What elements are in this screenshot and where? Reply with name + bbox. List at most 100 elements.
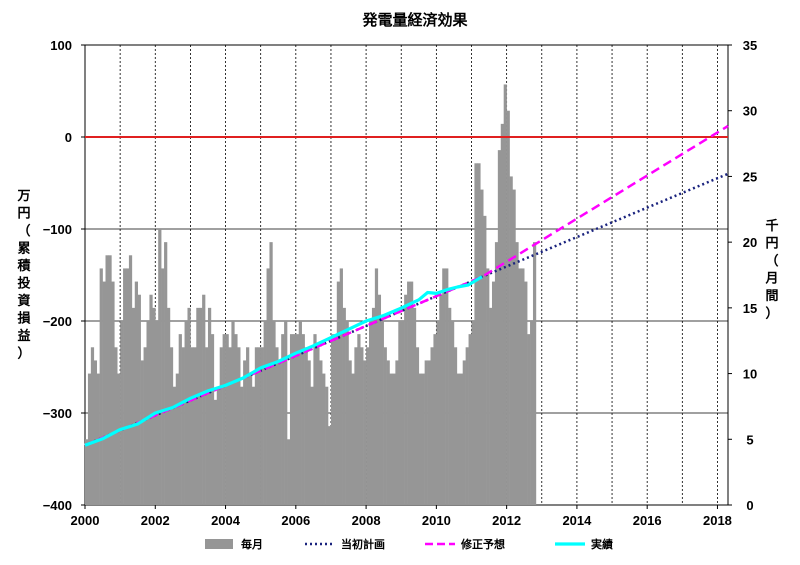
left-axis-label-char: （	[17, 223, 30, 239]
bar-monthly	[497, 150, 502, 505]
bar-monthly	[152, 307, 156, 505]
bar-monthly	[445, 268, 449, 505]
bar-monthly	[374, 268, 379, 505]
bar-monthly	[254, 347, 259, 505]
legend: 毎月 当初計画 修正予想 実績	[205, 537, 613, 551]
bar-monthly	[442, 268, 446, 505]
bar-monthly	[193, 347, 197, 505]
left-tick-label: −100	[43, 222, 72, 237]
bar-monthly	[187, 307, 191, 505]
bar-monthly	[521, 268, 525, 505]
bar-monthly	[120, 321, 124, 505]
bar-monthly	[430, 347, 434, 505]
bar-monthly	[219, 347, 223, 505]
right-tick-label: 10	[743, 367, 757, 382]
bar-monthly	[421, 373, 425, 505]
bar-monthly	[395, 360, 399, 505]
bar-monthly	[459, 373, 464, 505]
bar-monthly	[175, 373, 179, 505]
x-axis-ticks: 2000 2002 2004 2006 2008 2010 2012 2014 2016 2018	[71, 505, 732, 528]
bar-monthly	[433, 334, 437, 505]
left-axis-label-char: 円	[17, 207, 30, 222]
left-axis-label-char: 投	[17, 276, 30, 292]
bar-monthly	[486, 268, 490, 505]
bar-monthly	[491, 281, 496, 505]
bar-monthly	[237, 347, 241, 505]
bar-monthly	[530, 321, 534, 505]
bar-monthly	[222, 334, 226, 505]
bar-monthly	[348, 360, 352, 505]
bar-monthly	[345, 321, 349, 505]
bar-monthly	[272, 321, 276, 505]
legend-label: 当初計画	[341, 537, 385, 551]
bar-monthly	[184, 321, 188, 505]
bar-monthly	[143, 347, 147, 505]
bar-monthly	[418, 373, 423, 505]
bar-monthly	[111, 281, 115, 505]
bar-monthly	[207, 307, 212, 505]
bar-monthly	[85, 439, 89, 505]
bar-monthly	[128, 255, 133, 505]
bar-monthly	[105, 255, 109, 505]
bar-monthly	[289, 334, 294, 505]
bar-monthly	[260, 347, 264, 505]
bar-monthly	[131, 307, 136, 505]
bar-monthly	[316, 347, 320, 505]
bar-monthly	[401, 321, 405, 505]
bar-monthly	[377, 294, 382, 505]
x-tick-label: 2006	[281, 513, 310, 528]
legend-label: 実績	[591, 537, 613, 551]
bar-monthly	[412, 307, 417, 505]
bar-monthly	[172, 386, 177, 505]
x-tick-label: 2002	[141, 513, 170, 528]
bar-monthly	[166, 307, 171, 505]
bar-monthly	[407, 281, 411, 505]
bar-monthly	[480, 189, 484, 506]
left-axis-label-char: 損	[17, 311, 31, 327]
bar-monthly	[342, 307, 346, 505]
left-tick-label: 100	[50, 38, 72, 53]
right-tick-label: 20	[743, 235, 757, 250]
bar-monthly	[319, 360, 323, 505]
legend-label: 修正予想	[460, 537, 505, 551]
bar-monthly	[330, 334, 335, 505]
bar-monthly	[456, 373, 461, 505]
bar-monthly	[284, 321, 288, 505]
bar-monthly	[228, 347, 232, 505]
bar-monthly	[392, 373, 396, 505]
bar-monthly	[494, 242, 499, 505]
monthly-bars	[85, 84, 537, 506]
bar-monthly	[90, 347, 95, 505]
bar-monthly	[366, 347, 370, 505]
left-tick-label: −400	[43, 498, 72, 513]
left-axis-ticks: 100 0 −100 −200 −300 −400	[43, 38, 85, 513]
left-tick-label: 0	[65, 130, 72, 145]
bar-monthly	[287, 439, 291, 505]
bar-monthly	[380, 321, 384, 505]
right-axis-label-char: 千	[765, 218, 778, 234]
bar-monthly	[225, 334, 229, 505]
bar-monthly	[240, 386, 244, 505]
bar-monthly	[164, 242, 168, 505]
bar-monthly	[439, 294, 443, 505]
bar-monthly	[246, 347, 250, 505]
bar-monthly	[453, 347, 458, 505]
bar-monthly	[234, 334, 238, 505]
bar-monthly	[333, 334, 338, 505]
bar-monthly	[140, 360, 144, 505]
bar-monthly	[389, 373, 393, 505]
bar-monthly	[386, 360, 390, 505]
bar-monthly	[532, 242, 537, 505]
bar-monthly	[146, 321, 150, 505]
bar-monthly	[134, 281, 139, 505]
left-axis-label-char: 益	[17, 328, 30, 344]
bar-monthly	[181, 347, 185, 505]
x-tick-label: 2014	[562, 513, 592, 528]
bar-monthly	[427, 360, 431, 505]
bar-monthly	[304, 347, 308, 505]
series-lines	[84, 124, 729, 447]
bar-monthly	[483, 215, 487, 505]
bar-monthly	[468, 334, 472, 505]
